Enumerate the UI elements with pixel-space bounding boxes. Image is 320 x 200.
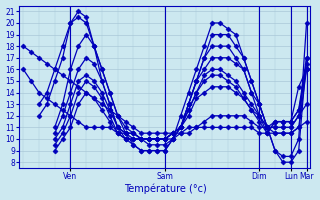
X-axis label: Température (°c): Température (°c)	[124, 184, 206, 194]
